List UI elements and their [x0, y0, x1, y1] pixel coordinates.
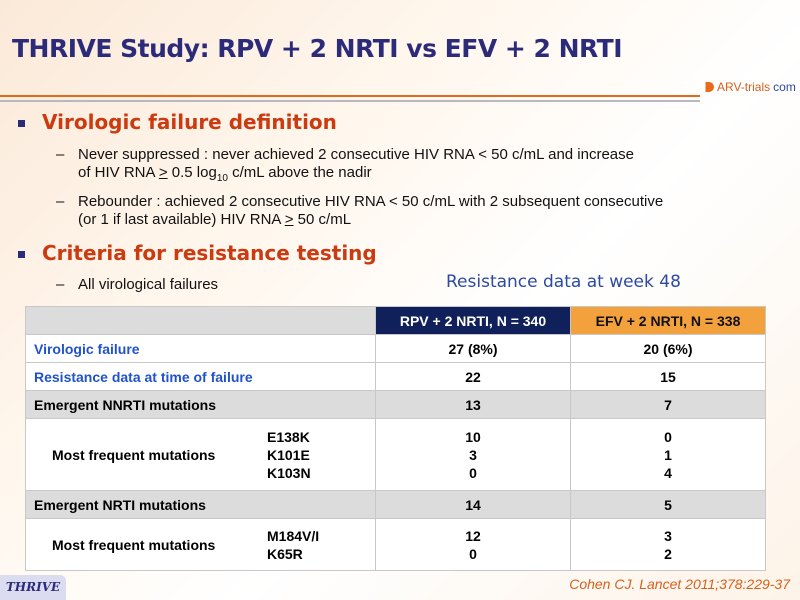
arv-trials-logo: ARV-trials com — [700, 80, 796, 94]
row-label: Virologic failure — [25, 334, 376, 363]
header-empty — [25, 306, 376, 335]
value: 4 — [664, 464, 672, 481]
citation: Cohen CJ. Lancet 2011;378:229-37 — [569, 576, 790, 592]
table-header-row: RPV + 2 NRTI, N = 340 EFV + 2 NRTI, N = 3… — [25, 306, 766, 335]
bullet-icon — [18, 120, 25, 127]
sub-line: Never suppressed : never achieved 2 cons… — [78, 146, 634, 163]
cell-rpv: 13 — [375, 390, 571, 419]
mutation: E138K — [267, 428, 310, 445]
sub-bullet: – All virological failures — [56, 276, 219, 293]
cell-efv: 15 — [570, 362, 766, 391]
divider-orange — [0, 95, 700, 97]
mutation: K103N — [267, 464, 311, 481]
value: 0 — [664, 428, 672, 445]
row-label: Most frequent mutations — [52, 446, 216, 463]
thrive-badge: THRIVE — [0, 575, 66, 600]
cell-rpv: 14 — [375, 490, 571, 519]
cell-efv: 5 — [570, 490, 766, 519]
bullet-heading: Criteria for resistance testing — [42, 241, 377, 265]
value: 3 — [664, 527, 672, 544]
sub-bullet: – Rebounder : achieved 2 consecutive HIV … — [56, 193, 664, 228]
table-row: Emergent NNRTI mutations 13 7 — [25, 390, 766, 419]
logo-suffix: com — [773, 80, 796, 94]
bullet-icon — [18, 251, 25, 258]
divider-gray — [0, 100, 700, 102]
row-label-cell: Most frequent mutations M184V/I K65R — [25, 518, 376, 571]
value: 3 — [469, 446, 477, 463]
logo-text: ARV-trials — [717, 80, 771, 94]
header-rpv: RPV + 2 NRTI, N = 340 — [375, 306, 571, 335]
mutation: K65R — [267, 545, 303, 562]
sub-bullet: – Never suppressed : never achieved 2 con… — [56, 146, 634, 188]
value: 0 — [469, 545, 477, 562]
table-row: Resistance data at time of failure 22 15 — [25, 362, 766, 391]
slide-title: THRIVE Study: RPV + 2 NRTI vs EFV + 2 NR… — [12, 34, 623, 63]
sub-line: Rebounder : achieved 2 consecutive HIV R… — [78, 193, 664, 210]
cell-rpv: 27 (8%) — [375, 334, 571, 363]
row-label: Emergent NNRTI mutations — [25, 390, 376, 419]
pill-icon — [700, 82, 714, 92]
table-row: Most frequent mutations E138K K101E K103N 1… — [25, 418, 766, 491]
row-label: Resistance data at time of failure — [25, 362, 376, 391]
mutation: M184V/I — [267, 527, 320, 544]
cell-efv: 7 — [570, 390, 766, 419]
bullet-heading: Virologic failure definition — [42, 110, 337, 134]
table-row: Most frequent mutations M184V/I K65R 12 0 3… — [25, 518, 766, 571]
row-label: Most frequent mutations — [52, 536, 216, 553]
cell-rpv: 22 — [375, 362, 571, 391]
mutation: K101E — [267, 446, 310, 463]
table-row: Emergent NRTI mutations 14 5 — [25, 490, 766, 519]
value: 12 — [465, 527, 481, 544]
table-row: Virologic failure 27 (8%) 20 (6%) — [25, 334, 766, 363]
value: 0 — [469, 464, 477, 481]
header-efv: EFV + 2 NRTI, N = 338 — [570, 306, 766, 335]
value: 2 — [664, 545, 672, 562]
row-label-cell: Most frequent mutations E138K K101E K103N — [25, 418, 376, 491]
row-label: Emergent NRTI mutations — [25, 490, 376, 519]
cell-efv: 20 (6%) — [570, 334, 766, 363]
sub-line: All virological failures — [78, 276, 219, 293]
value: 1 — [664, 446, 672, 463]
cell-rpv: 10 3 0 — [375, 418, 571, 491]
table-title: Resistance data at week 48 — [446, 272, 681, 292]
sub-line: of HIV RNA > 0.5 log10 c/mL above the na… — [78, 164, 372, 184]
resistance-table: RPV + 2 NRTI, N = 340 EFV + 2 NRTI, N = 3… — [25, 306, 766, 571]
cell-rpv: 12 0 — [375, 518, 571, 571]
value: 10 — [465, 428, 481, 445]
sub-line: (or 1 if last available) HIV RNA > 50 c/… — [78, 211, 352, 228]
